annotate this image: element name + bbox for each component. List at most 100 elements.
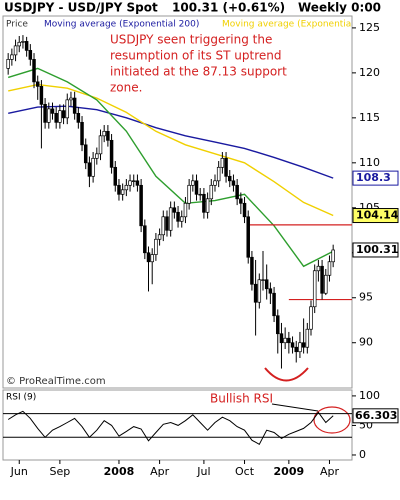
x-tick-label: 2009 <box>274 465 305 478</box>
candle-body <box>91 157 95 177</box>
candle-body <box>224 157 228 177</box>
moving-average <box>7 67 334 268</box>
candle-body <box>276 315 280 335</box>
candle-body <box>250 256 254 285</box>
candle-body <box>150 254 154 263</box>
candle-body <box>24 41 29 51</box>
candle-body <box>261 279 265 281</box>
annotation: zone. <box>110 81 142 95</box>
candle-body <box>257 279 262 303</box>
candle-body <box>76 112 81 123</box>
y-tick-label: 0 <box>359 448 366 461</box>
candle-body <box>143 225 147 254</box>
close-last-box <box>352 242 399 258</box>
credit: © ProRealTime.com <box>6 376 106 387</box>
x-tick-label: Apr <box>320 465 340 478</box>
symbol: USDJPY - USD/JPY Spot <box>4 1 158 15</box>
candle-body <box>61 110 66 119</box>
candle-body <box>205 198 210 213</box>
candle-body <box>124 184 129 191</box>
legend-entry: Moving average (Exponential 200) <box>44 20 199 30</box>
candle-body <box>109 139 114 168</box>
close-last: 100.31 <box>356 243 398 256</box>
rsi-circle <box>313 406 351 434</box>
candle-body <box>39 86 44 105</box>
candle-body <box>117 184 121 195</box>
candle-body <box>324 274 328 294</box>
annotation: initiated at the 87.13 support <box>110 65 287 79</box>
y-tick-label: 115 <box>359 111 380 124</box>
candle-body <box>87 162 92 177</box>
rsi-annotation: Bullish RSI <box>210 392 273 406</box>
y-tick-label: 125 <box>359 21 380 34</box>
candle-body <box>106 130 110 141</box>
rsi-pointer <box>271 403 319 412</box>
candle-body <box>209 184 214 200</box>
candle-body <box>176 211 180 222</box>
rsi-title: RSI (9) <box>6 393 36 403</box>
y-tick-label: 90 <box>359 336 373 349</box>
candle-body <box>290 342 295 348</box>
annotation: resumption of its ST uptrend <box>110 49 281 63</box>
candle-body <box>72 97 77 114</box>
candle-body <box>98 135 103 155</box>
candle-body <box>191 180 195 186</box>
candle-body <box>28 50 33 60</box>
candle-body <box>83 144 88 164</box>
candle-body <box>246 216 250 258</box>
price-frame <box>2 15 353 389</box>
moving-average <box>8 83 334 217</box>
y-tick-label: 110 <box>359 156 380 169</box>
candle-body <box>102 130 106 137</box>
candle-body <box>331 249 335 263</box>
candle-body <box>172 207 177 213</box>
candle-body <box>309 306 313 330</box>
candle-body <box>113 166 118 186</box>
candle-body <box>187 184 191 204</box>
candle-body <box>231 180 236 186</box>
candle-body <box>301 342 306 348</box>
rsi-line <box>7 410 334 445</box>
ma-last: 108.3 <box>356 171 391 184</box>
candle-body <box>135 180 140 186</box>
ma-last-box <box>352 170 399 186</box>
candle-body <box>316 265 321 272</box>
candle-body <box>168 207 173 231</box>
rsi-last: 66.303 <box>355 409 397 422</box>
candle-body <box>120 189 125 195</box>
candle-body <box>80 121 84 146</box>
candle-body <box>198 193 202 196</box>
candle-body <box>65 99 70 119</box>
candle-body <box>253 283 258 303</box>
x-tick-label: Apr <box>150 465 170 478</box>
rsi-last-box <box>352 408 399 424</box>
candle-body <box>327 261 332 276</box>
ma-last-box <box>352 208 399 224</box>
candle-body <box>47 108 51 123</box>
candle-body <box>213 180 217 186</box>
candle-body <box>228 175 232 182</box>
candle-body <box>239 198 243 204</box>
candle-body <box>279 333 284 344</box>
candle-body <box>6 59 10 69</box>
candle-body <box>69 97 73 101</box>
candle-body <box>312 270 317 308</box>
candle-body <box>95 153 99 159</box>
candle-body <box>146 252 151 263</box>
candle-body <box>298 342 302 353</box>
candle-body <box>17 41 21 47</box>
candle-body <box>139 184 143 227</box>
quote: 100.31 (+0.61%) <box>172 1 285 15</box>
candle-body <box>32 59 36 83</box>
candle-body <box>216 166 221 182</box>
y-tick-label: 120 <box>359 66 380 79</box>
candle-body <box>202 193 206 213</box>
candle-body <box>161 216 166 236</box>
candle-body <box>157 234 162 240</box>
candle-body <box>54 112 58 123</box>
candle-body <box>179 216 184 222</box>
low-arc <box>264 367 309 382</box>
candle-body <box>272 292 276 317</box>
candle-body <box>10 54 14 60</box>
